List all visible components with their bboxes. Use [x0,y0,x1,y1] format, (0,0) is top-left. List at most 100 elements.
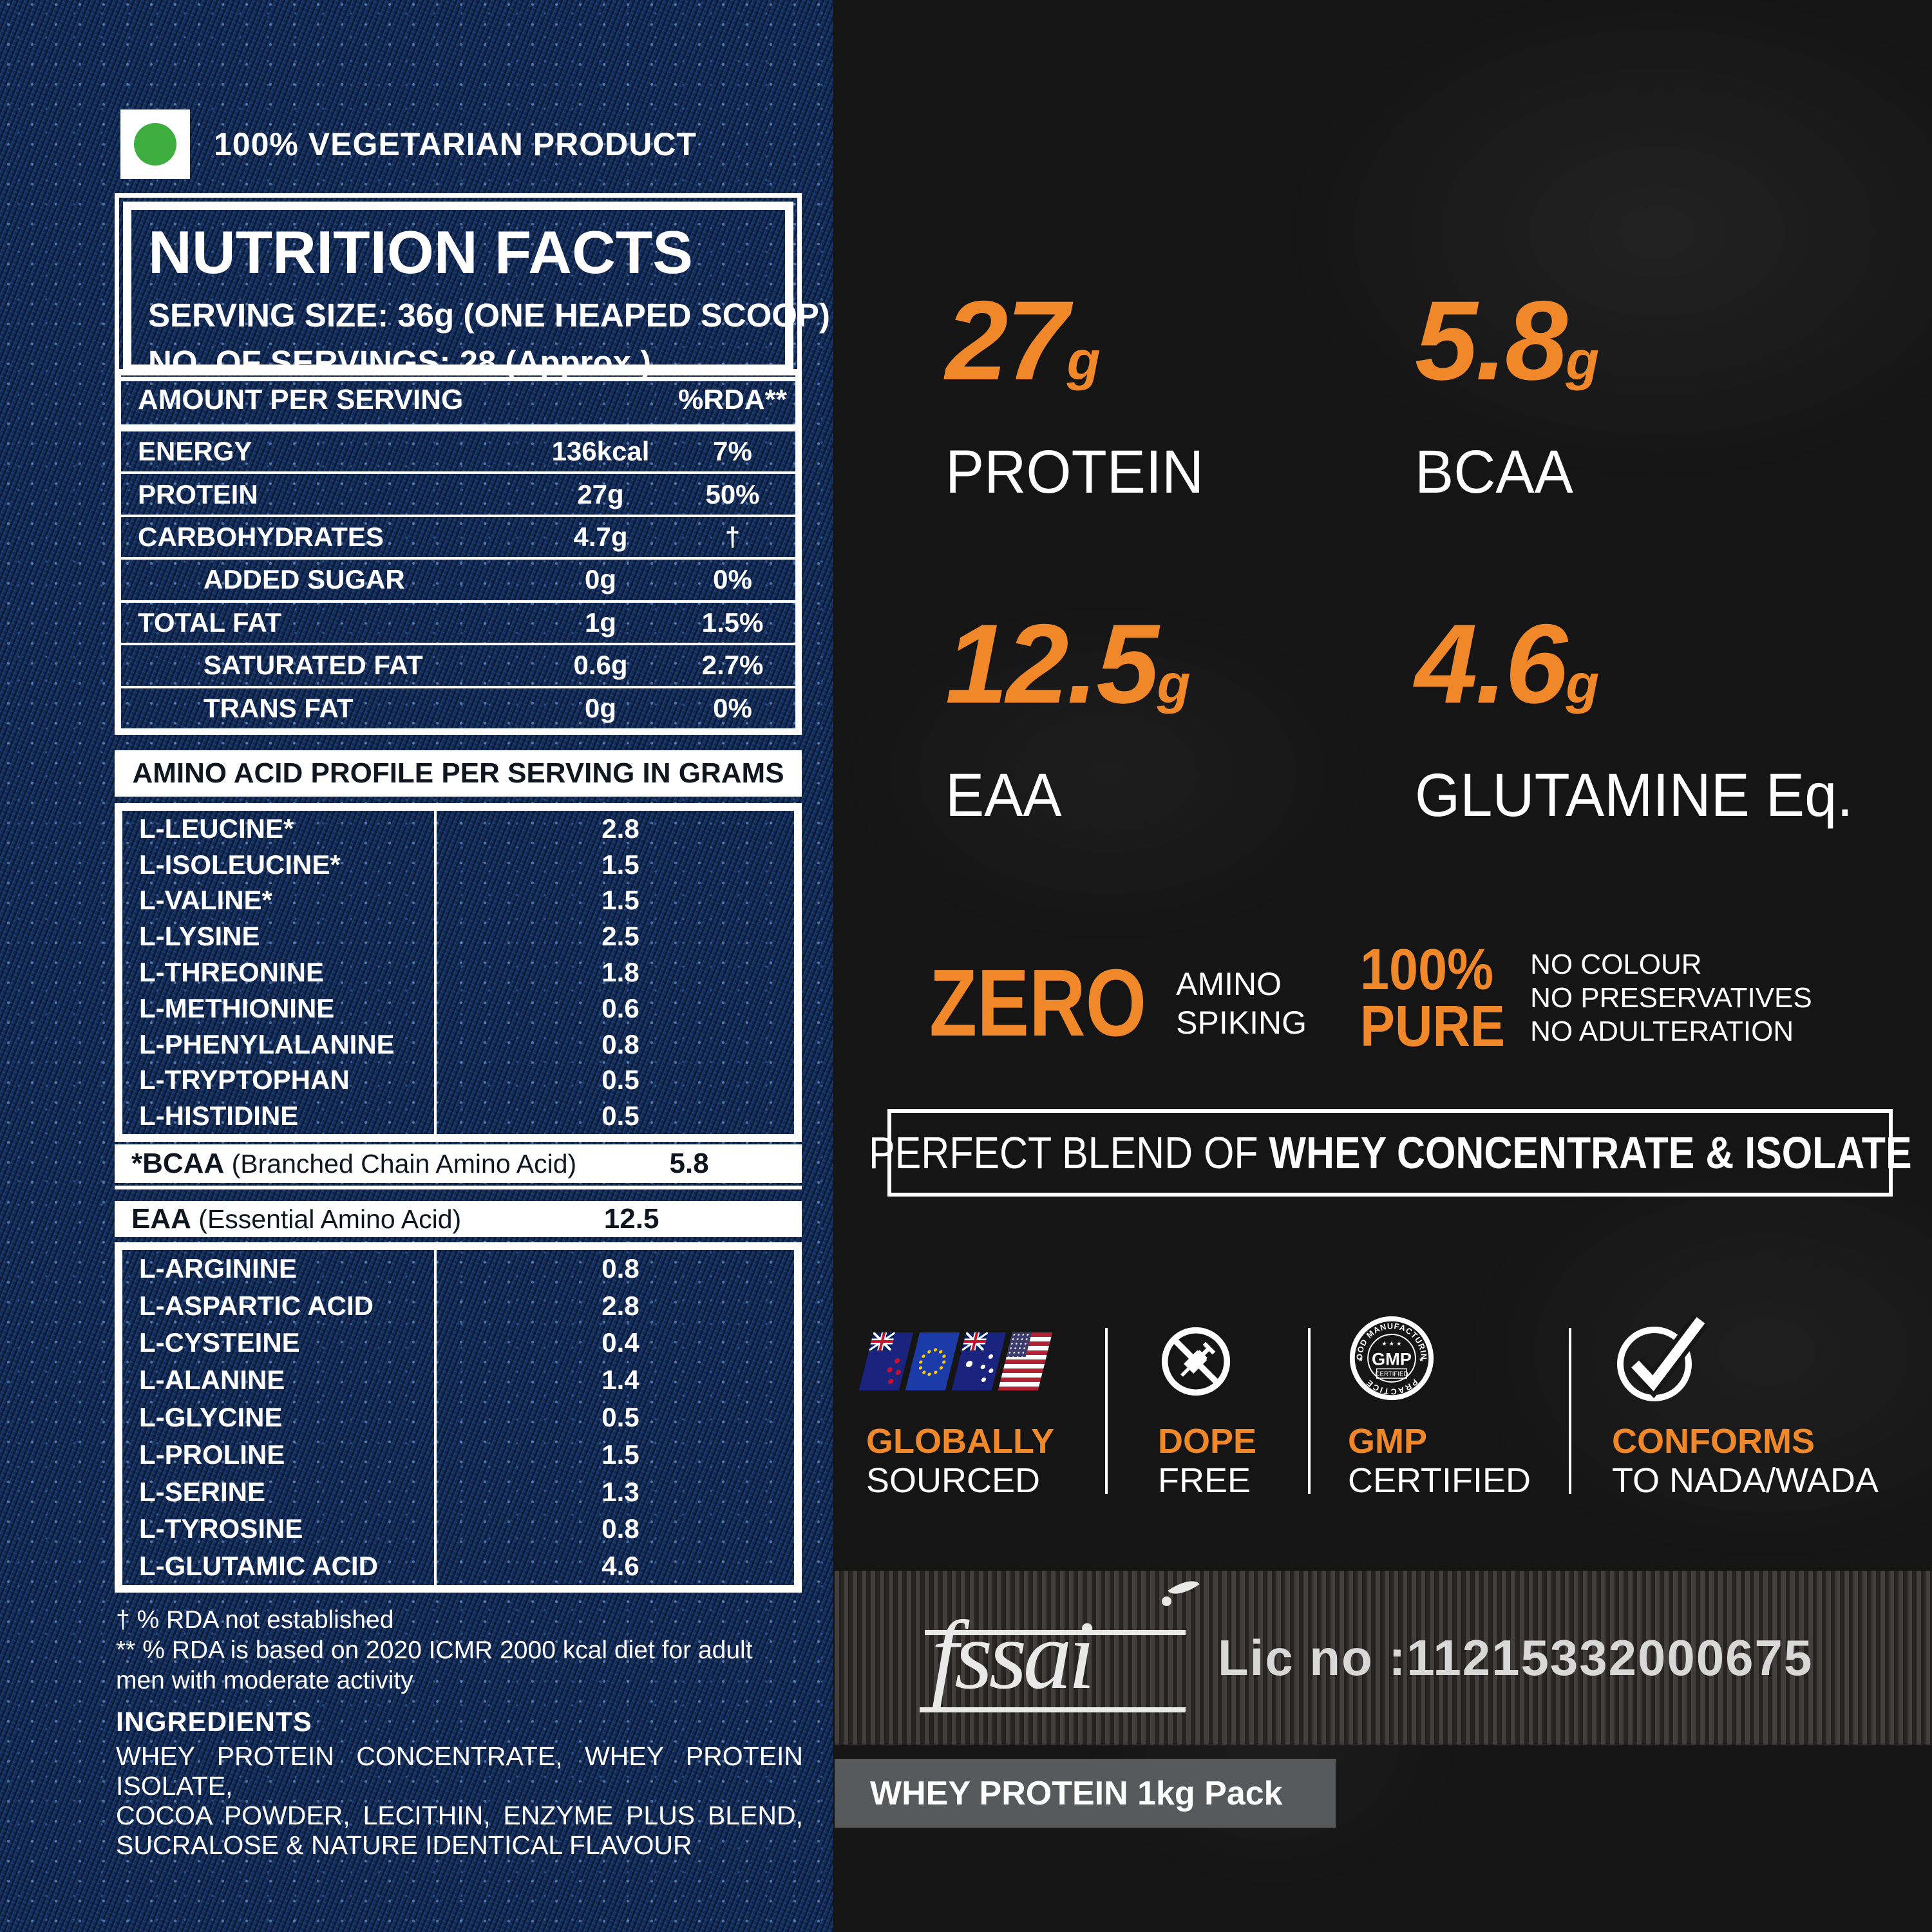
pack-size-label: WHEY PROTEIN 1kg Pack [835,1759,1336,1828]
checkmark-icon [1612,1314,1879,1403]
bcaa-value: 5.8 [669,1148,709,1179]
stat-value: 5.8 [1415,278,1567,404]
fssai-wordmark: fssai [931,1601,1095,1709]
eaa-label: EAA [131,1203,191,1235]
nutrient-table: AMOUNT PER SERVING %RDA** ENERGY 136kcal… [115,369,802,735]
veg-green-dot [134,123,176,166]
stat-value: 12.5 [945,601,1159,727]
list-item: L-METHIONINE 0.6 [139,992,639,1023]
table-row: PROTEIN 27g 50% [121,471,795,514]
flag-eu-icon [905,1332,960,1390]
eaa-label-rest: (Essential Amino Acid) [191,1204,462,1234]
list-item: L-TRYPTOPHAN 0.5 [139,1065,639,1095]
amino-table-2: L-ARGININE 0.8 L-ASPARTIC ACID 2.8 L-CYSTE… [115,1242,802,1593]
stat-label: EAA [945,761,1062,829]
nutrition-facts-title: NUTRITION FACTS [148,218,693,286]
list-item: L-HISTIDINE 0.5 [139,1101,639,1132]
list-item: L-LYSINE 2.5 [139,921,639,952]
blend-prefix: PERFECT BLEND OF [868,1128,1269,1178]
footnote-rda-1: ** % RDA is based on 2020 ICMR 2000 kcal… [116,1636,753,1664]
badge-label-2: TO NADA/WADA [1612,1461,1879,1500]
footnote-rda-2: men with moderate activity [116,1667,413,1694]
bcaa-total-row: *BCAA (Branched Chain Amino Acid) 5.8 [115,1144,802,1183]
pure-big1: 100% [1360,938,1494,1002]
list-item: L-GLYCINE 0.5 [139,1402,639,1433]
left-denim-panel: 100% VEGETARIAN PRODUCT NUTRITION FACTS … [0,0,833,1932]
gmp-stars: ★ ★ ★ [1381,1341,1402,1348]
table-row: ENERGY 136kcal 7% [121,429,795,471]
table-row: TOTAL FAT 1g 1.5% [121,600,795,643]
bcaa-label: *BCAA [131,1148,225,1179]
veg-mark-icon [120,109,190,179]
stat-protein: 27g PROTEIN [945,283,1217,506]
footnotes: † % RDA not established ** % RDA is base… [116,1605,818,1696]
zero-line2: SPIKING [1176,1005,1307,1041]
badge-globally-sourced: GLOBALLY SOURCED [858,1320,1054,1501]
stat-unit: g [1566,654,1600,715]
global-flags-icon [858,1320,1054,1403]
eaa-value: 12.5 [603,1203,659,1235]
list-item: L-THREONINE 1.8 [139,957,639,988]
blend-banner: PERFECT BLEND OF WHEY CONCENTRATE & ISOL… [869,1109,1911,1197]
stat-bcaa: 5.8g BCAA [1415,283,1600,506]
list-item: L-VALINE* 1.5 [139,885,639,916]
badge-gmp-certified: GOOD MANUFACTURING PRACTICE ★ ★ ★ GMP CE… [1348,1314,1531,1501]
stat-label: PROTEIN [945,438,1204,506]
header-rda: %RDA** [678,384,787,415]
flag-au-icon [951,1332,1007,1390]
list-item: L-TYROSINE 0.8 [139,1513,639,1544]
header-amount: AMOUNT PER SERVING [138,384,464,415]
badge-label-1: CONFORMS [1612,1422,1815,1461]
svg-text:★: ★ [1358,1356,1364,1363]
stat-label: GLUTAMINE Eq. [1415,761,1853,829]
list-item: L-ARGININE 0.8 [139,1253,639,1283]
blend-bold: WHEY CONCENTRATE & ISOLATE [1269,1128,1912,1178]
gmp-center-text: GMP [1372,1349,1412,1369]
footnote-dagger: † % RDA not established [116,1606,394,1634]
badge-dope-free: DOPE FREE [1158,1320,1256,1501]
bcaa-label-rest: (Branched Chain Amino Acid) [224,1149,577,1179]
badge-label-1: DOPE [1158,1422,1257,1461]
list-item: L-CYSTEINE 0.4 [139,1327,639,1358]
stat-label: BCAA [1415,438,1573,506]
flag-nz-icon [858,1332,914,1390]
table-row: ADDED SUGAR 0g 0% [121,557,795,600]
list-item: L-GLUTAMIC ACID 4.6 [139,1551,639,1582]
list-item: L-ASPARTIC ACID 2.8 [139,1290,639,1321]
badge-label-2: CERTIFIED [1348,1461,1531,1500]
pure-line1: NO COLOUR [1530,949,1702,980]
gmp-sub-text: CERTIFIED [1375,1371,1408,1378]
stat-value: 27 [945,278,1069,404]
ingredients-heading: INGREDIENTS [116,1707,312,1738]
badge-separator [1569,1328,1571,1494]
stat-unit: g [1566,330,1600,392]
list-item: L-PHENYLALANINE 0.8 [139,1028,639,1059]
column-divider [434,1250,437,1585]
eaa-total-row: EAA (Essential Amino Acid) 12.5 [115,1201,802,1237]
gmp-badge-icon: GOOD MANUFACTURING PRACTICE ★ ★ ★ GMP CE… [1348,1314,1531,1403]
stat-value: 4.6 [1415,601,1567,727]
veg-label: 100% VEGETARIAN PRODUCT [214,126,697,162]
table-row: SATURATED FAT 0.6g 2.7% [121,643,795,685]
stat-unit: g [1066,330,1101,392]
zero-line1: AMINO [1176,966,1282,1002]
column-divider [434,811,437,1134]
flag-us-icon [998,1332,1053,1390]
stat-unit: g [1157,654,1191,715]
dope-free-icon [1158,1320,1256,1403]
list-item: L-ALANINE 1.4 [139,1365,639,1396]
list-item: L-ISOLEUCINE* 1.5 [139,849,639,880]
zero-amino-spiking: ZERO AMINO SPIKING [929,956,1307,1051]
list-item: L-PROLINE 1.5 [139,1439,639,1470]
stat-eaa: 12.5g EAA [945,607,1191,828]
fssai-license-number: Lic no :11215332000675 [1218,1629,1814,1686]
ingredients-body: WHEY PROTEIN CONCENTRATE, WHEY PROTEIN I… [116,1741,803,1860]
nutrition-facts-box: NUTRITION FACTS SERVING SIZE: 36g (ONE H… [115,193,830,381]
badge-separator [1308,1328,1311,1494]
hundred-percent-pure: 100% PURE NO COLOUR NO PRESERVATIVES NO … [1360,938,1812,1059]
pure-line2: NO PRESERVATIVES [1530,982,1812,1014]
pure-big2: PURE [1360,994,1506,1059]
divider [115,1186,802,1189]
fssai-band: fssai Lic no :11215332000675 [835,1571,1932,1745]
